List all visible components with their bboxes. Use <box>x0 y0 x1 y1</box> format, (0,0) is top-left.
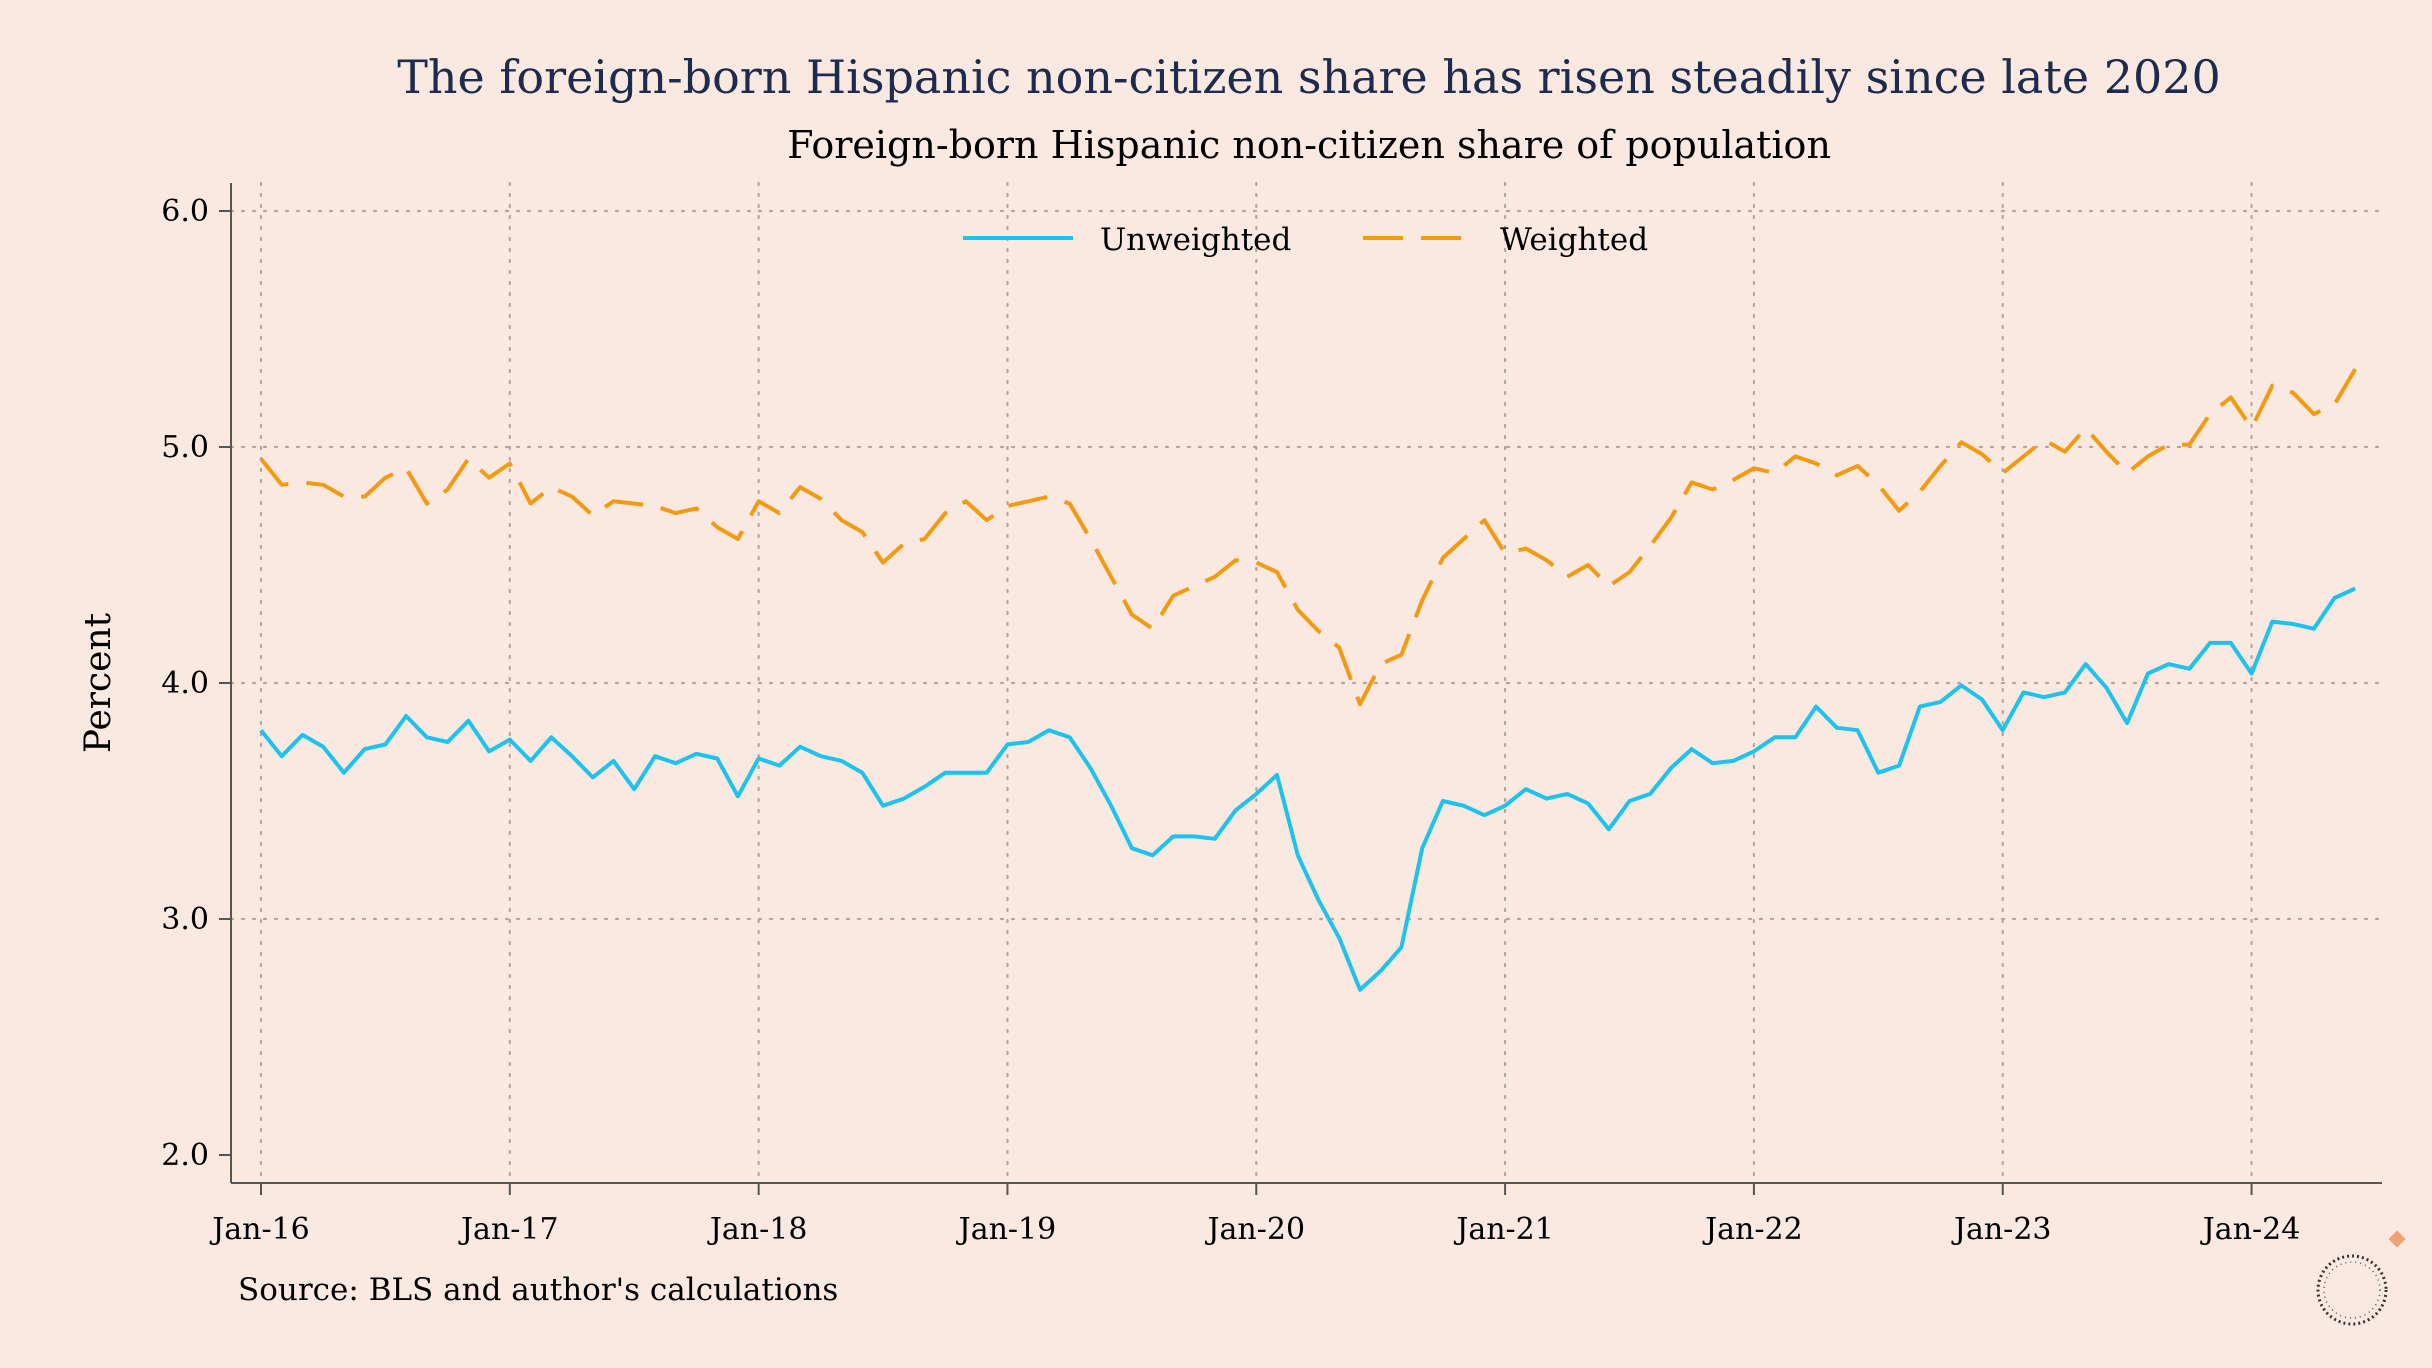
x-tick-label: Jan-24 <box>2200 1212 2301 1247</box>
chart-subtitle: Foreign-born Hispanic non-citizen share … <box>787 123 1831 167</box>
x-gridlines <box>259 181 2253 1185</box>
x-axis-ticks: Jan-16 Jan-17 Jan-18 Jan-19 Jan-20 Jan-21 Jan-… <box>209 1183 2300 1247</box>
chart-title: The foreign-born Hispanic non-citizen sh… <box>397 50 2221 104</box>
y-tick-label: 6.0 <box>161 194 209 229</box>
legend: Unweighted Weighted <box>963 222 1648 258</box>
y-tick-label: 4.0 <box>161 666 209 701</box>
legend-label-unweighted: Unweighted <box>1100 222 1291 258</box>
y-tick-label: 2.0 <box>161 1138 209 1173</box>
y-tick-label: 3.0 <box>161 902 209 937</box>
x-tick-label: Jan-19 <box>956 1212 1057 1247</box>
x-tick-label: Jan-18 <box>707 1212 808 1247</box>
y-gridlines <box>229 209 2384 921</box>
x-tick-label: Jan-16 <box>209 1212 310 1247</box>
x-tick-label: Jan-23 <box>1951 1212 2052 1247</box>
y-tick-label: 5.0 <box>161 430 209 465</box>
source-note: Source: BLS and author's calculations <box>238 1272 838 1308</box>
y-axis-title: Percent <box>78 612 119 753</box>
x-tick-label: Jan-22 <box>1702 1212 1803 1247</box>
x-tick-label: Jan-17 <box>458 1212 559 1247</box>
series-line-weighted <box>259 368 2357 707</box>
x-tick-label: Jan-20 <box>1205 1212 1306 1247</box>
x-tick-label: Jan-21 <box>1453 1212 1554 1247</box>
circular-logo-icon <box>2316 1254 2388 1326</box>
diamond-icon <box>2388 1230 2406 1248</box>
series-layer <box>259 368 2357 992</box>
y-axis-ticks: 2.0 3.0 4.0 5.0 6.0 <box>161 194 231 1173</box>
series-line-unweighted <box>259 586 2357 992</box>
legend-label-weighted: Weighted <box>1500 222 1648 258</box>
